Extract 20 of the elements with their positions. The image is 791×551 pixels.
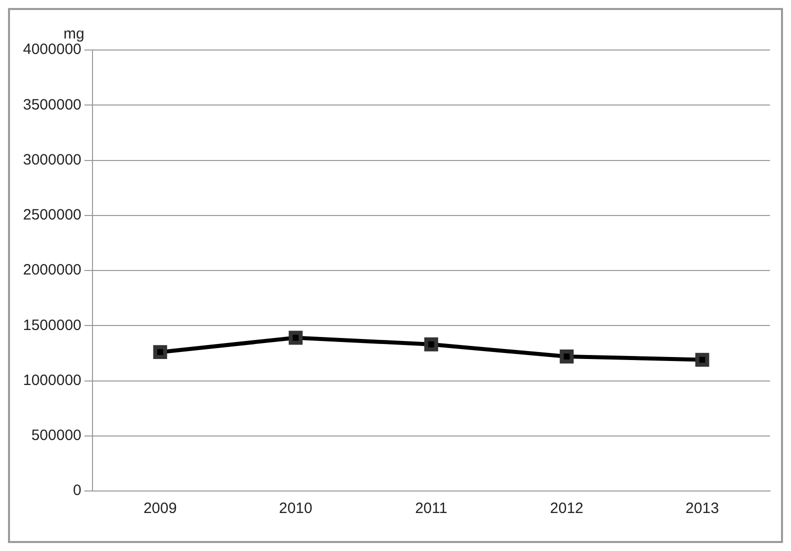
y-tick-label: 3000000: [22, 151, 82, 168]
x-tick-label: 2011: [415, 500, 448, 518]
y-tick-label: 2000000: [22, 262, 82, 279]
y-tick-label: 0: [73, 482, 82, 500]
point: [424, 337, 438, 352]
y-tick-label: 3500000: [22, 96, 82, 114]
y-tick-label: 500000: [31, 427, 82, 444]
point: [560, 350, 574, 364]
point: [153, 345, 168, 360]
point: [695, 352, 710, 367]
y-axis-title: mg: [64, 26, 84, 43]
point: [288, 330, 303, 345]
x-tick-label: 2013: [686, 500, 719, 518]
x-tick-label: 2009: [143, 500, 177, 518]
y-tick-label: 2500000: [22, 206, 82, 224]
y-tick-label: 1000000: [22, 372, 82, 389]
y-tick-label: 4000000: [22, 41, 82, 58]
x-tick-label: 2012: [550, 500, 584, 518]
y-tick-label: 1500000: [22, 316, 82, 334]
x-tick-label: 2010: [278, 500, 312, 518]
